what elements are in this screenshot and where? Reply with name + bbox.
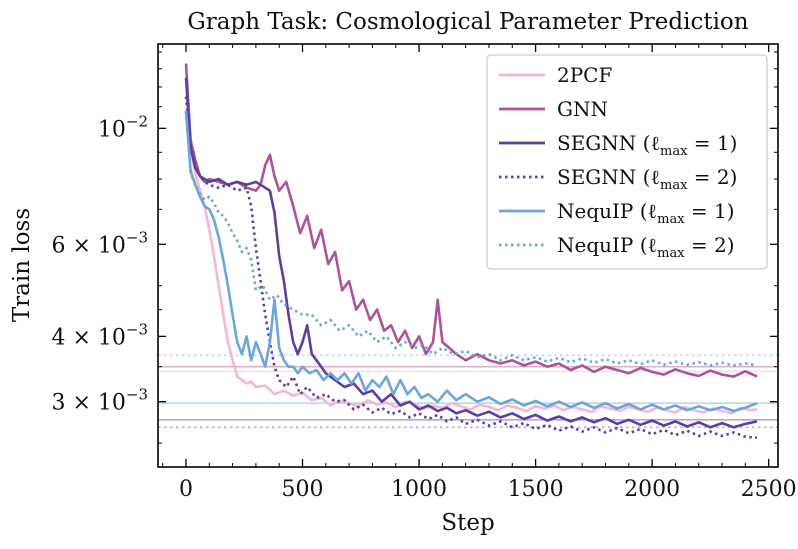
- series-line-2: [184, 77, 758, 429]
- legend-label: 2PCF: [557, 63, 612, 87]
- x-tick-label: 500: [282, 477, 324, 502]
- y-tick-label: 3 × 10−3: [51, 386, 148, 416]
- legend-label: NequIP (ℓmax = 1): [557, 199, 735, 227]
- y-tick-label: 10−2: [98, 112, 148, 142]
- y-tick-label: 6 × 10−3: [51, 228, 148, 258]
- legend-label: NequIP (ℓmax = 2): [557, 233, 735, 261]
- series-line-0: [184, 117, 758, 415]
- x-tick-label: 1500: [508, 477, 564, 502]
- legend-label: SEGNN (ℓmax = 2): [557, 165, 737, 193]
- series-line-1: [184, 63, 758, 378]
- x-axis-label: Step: [441, 510, 494, 536]
- x-tick-label: 2000: [624, 477, 680, 502]
- legend-box: [486, 54, 768, 270]
- y-axis-label: Train loss: [9, 208, 35, 322]
- legend-label: GNN: [557, 97, 608, 121]
- legend-label: SEGNN (ℓmax = 1): [557, 131, 737, 159]
- plot-frame: [157, 43, 779, 468]
- x-tick-label: 1000: [391, 477, 447, 502]
- chart-title: Graph Task: Cosmological Parameter Predi…: [187, 9, 748, 35]
- legend: 2PCF GNN SEGNN (ℓmax = 1) SEGNN (ℓmax = 2) N…: [486, 54, 768, 270]
- y-tick-label: 4 × 10−3: [51, 320, 148, 350]
- series-line-3: [184, 96, 758, 439]
- x-tick-label: 2500: [741, 477, 797, 502]
- series-line-5: [184, 110, 758, 367]
- series-line-4: [184, 110, 758, 413]
- x-tick-label: 0: [179, 477, 193, 502]
